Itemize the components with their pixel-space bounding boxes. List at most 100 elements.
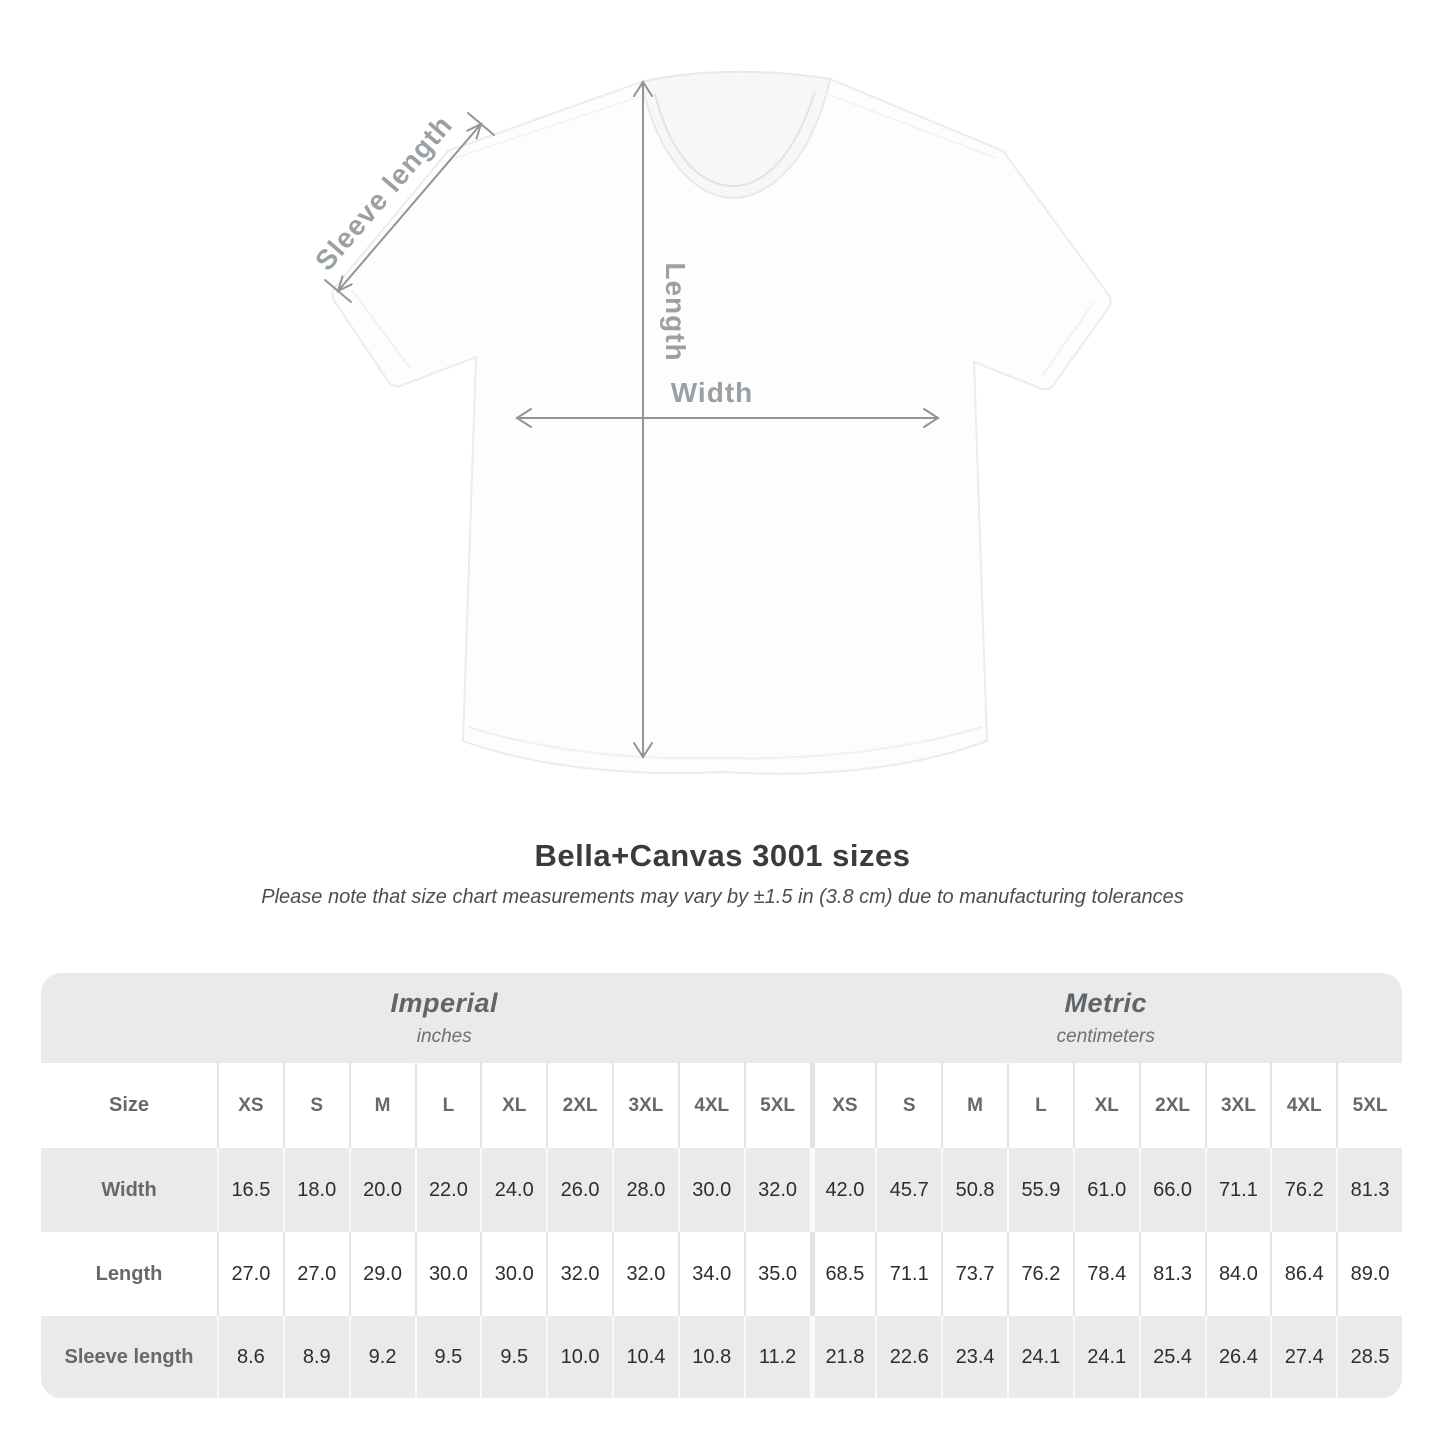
metric-size-header-4XL: 4XL [1270,1063,1336,1148]
imperial-M-value: 20.0 [348,1148,415,1232]
metric-XL-value: 78.4 [1072,1232,1139,1316]
imperial-size-header-2XL: 2XL [546,1063,612,1148]
imperial-4XL-value: 30.0 [677,1148,744,1232]
metric-3XL-value: 84.0 [1204,1232,1271,1316]
metric-S-value: 71.1 [875,1232,941,1316]
imperial-M-value: 9.2 [348,1316,415,1398]
imperial-L-value: 30.0 [414,1232,481,1316]
width-arrow [515,408,940,428]
imperial-S-value: 18.0 [282,1148,349,1232]
collar [639,70,832,200]
size-column-label: Size [108,1094,150,1116]
imperial-size-header-S: S [282,1063,349,1148]
metric-3XL-value: 71.1 [1204,1148,1271,1232]
metric-S-value: 22.6 [875,1316,941,1398]
metric-4XL-value: 76.2 [1270,1148,1336,1232]
metric-M-value: 23.4 [941,1316,1007,1398]
imperial-XL-value: 30.0 [480,1232,546,1316]
metric-size-header-5XL: 5XL [1336,1063,1402,1148]
imperial-M-value: 29.0 [348,1232,415,1316]
metric-section-header: Metric centimeters [810,973,1403,1063]
imperial-size-header-5XL: 5XL [743,1063,810,1148]
metric-XS-value: 42.0 [809,1148,876,1232]
metric-L-value: 55.9 [1007,1148,1073,1232]
tshirt-illustration [331,70,1112,775]
imperial-S-value: 8.9 [282,1316,349,1398]
imperial-4XL-value: 34.0 [677,1232,744,1316]
imperial-size-header-XS: XS [217,1063,283,1148]
metric-3XL-value: 26.4 [1204,1316,1271,1398]
metric-S-value: 45.7 [875,1148,941,1232]
metric-2XL-value: 81.3 [1138,1232,1205,1316]
metric-XL-value: 61.0 [1072,1148,1139,1232]
metric-size-header-3XL: 3XL [1204,1063,1271,1148]
metric-XS-value: 21.8 [809,1316,876,1398]
length-arrow [633,80,653,759]
metric-size-header-XL: XL [1072,1063,1139,1148]
imperial-size-header-4XL: 4XL [677,1063,744,1148]
row-label: Width [101,1178,157,1201]
width-label: Width [671,377,754,408]
imperial-2XL-value: 26.0 [546,1148,612,1232]
metric-L-value: 76.2 [1007,1232,1073,1316]
metric-5XL-value: 89.0 [1336,1232,1402,1316]
metric-section-unit: centimeters [1056,1026,1155,1047]
table-row-length: Length 27.0 27.0 29.0 30.0 30.0 32.0 32.0 34.0 35… [41,1232,1402,1316]
imperial-3XL-value: 28.0 [612,1148,678,1232]
tolerance-note: Please note that size chart measurements… [261,886,1184,908]
metric-2XL-value: 66.0 [1138,1148,1205,1232]
metric-XL-value: 24.1 [1072,1316,1139,1398]
section-header-row: Imperial inches Metric centimeters [41,973,1402,1063]
size-chart-table: Imperial inches Metric centimeters Size X… [41,973,1402,1398]
imperial-XL-value: 24.0 [480,1148,546,1232]
metric-size-header-XS: XS [809,1063,876,1148]
metric-size-header-M: M [941,1063,1007,1148]
imperial-2XL-value: 32.0 [546,1232,612,1316]
imperial-3XL-value: 10.4 [612,1316,678,1398]
imperial-5XL-value: 11.2 [743,1316,810,1398]
metric-4XL-value: 27.4 [1270,1316,1336,1398]
sleeve-length-arrow [324,112,495,303]
imperial-section-header: Imperial inches [41,973,810,1063]
imperial-size-header-3XL: 3XL [612,1063,678,1148]
table-body: Width 16.5 18.0 20.0 22.0 24.0 26.0 28.0 30.0 32.… [41,1148,1402,1398]
imperial-5XL-value: 35.0 [743,1232,810,1316]
metric-2XL-value: 25.4 [1138,1316,1205,1398]
table-row-sleeve-length: Sleeve length 8.6 8.9 9.2 9.5 9.5 10.0 10.4 10.8… [41,1316,1402,1398]
row-label: Sleeve length [64,1345,194,1368]
imperial-size-header-L: L [414,1063,481,1148]
imperial-section-title: Imperial [390,988,499,1018]
imperial-3XL-value: 32.0 [612,1232,678,1316]
length-label: Length [660,262,691,361]
metric-4XL-value: 86.4 [1270,1232,1336,1316]
metric-size-header-2XL: 2XL [1138,1063,1205,1148]
metric-5XL-value: 28.5 [1336,1316,1402,1398]
metric-5XL-value: 81.3 [1336,1148,1402,1232]
page-title: Bella+Canvas 3001 sizes [534,838,911,873]
metric-M-value: 50.8 [941,1148,1007,1232]
imperial-L-value: 9.5 [414,1316,481,1398]
imperial-size-header-M: M [348,1063,415,1148]
imperial-2XL-value: 10.0 [546,1316,612,1398]
metric-size-header-S: S [875,1063,941,1148]
imperial-4XL-value: 10.8 [677,1316,744,1398]
metric-section-title: Metric [1064,988,1148,1018]
metric-M-value: 73.7 [941,1232,1007,1316]
metric-L-value: 24.1 [1007,1316,1073,1398]
imperial-XS-value: 8.6 [217,1316,283,1398]
imperial-S-value: 27.0 [282,1232,349,1316]
imperial-XS-value: 27.0 [217,1232,283,1316]
tshirt-measurement-diagram: Length Width Sleeve length [309,70,1112,775]
imperial-section-unit: inches [416,1026,472,1047]
row-label: Length [95,1262,163,1285]
imperial-XS-value: 16.5 [217,1148,283,1232]
imperial-size-header-XL: XL [480,1063,546,1148]
size-header-row: Size XS S M L XL 2XL 3XL 4XL 5XL XS S M L XL 2XL 3XL 4XL 5… [41,1063,1402,1148]
table-row-width: Width 16.5 18.0 20.0 22.0 24.0 26.0 28.0 30.0 32.… [41,1148,1402,1232]
heading-block: Bella+Canvas 3001 sizes Please note that… [0,838,1445,909]
imperial-L-value: 22.0 [414,1148,481,1232]
imperial-XL-value: 9.5 [480,1316,546,1398]
imperial-5XL-value: 32.0 [743,1148,810,1232]
metric-size-header-L: L [1007,1063,1073,1148]
